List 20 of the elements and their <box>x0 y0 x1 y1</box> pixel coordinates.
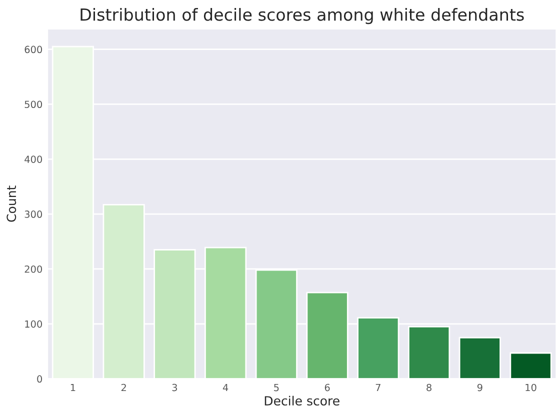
y-tick-label: 500 <box>24 100 42 108</box>
chart-title: Distribution of decile scores among white defendants <box>80 8 524 24</box>
y-axis-title: Count <box>6 186 16 222</box>
y-tick-label: 300 <box>24 210 42 218</box>
x-tick-label: 1 <box>70 384 76 392</box>
x-tick-label: 2 <box>121 384 126 392</box>
x-tick-label: 7 <box>376 384 380 392</box>
y-tick-label: 200 <box>24 265 42 273</box>
y-tick-label: 0 <box>37 375 42 383</box>
x-axis-title: Decile score <box>264 396 340 406</box>
x-tick-label: 4 <box>222 384 228 392</box>
y-tick-label: 600 <box>24 46 42 54</box>
y-tick-label: 400 <box>24 156 42 163</box>
y-tick-label: 100 <box>25 320 42 328</box>
x-tick-label: 8 <box>426 384 432 392</box>
x-tick-label: 6 <box>324 384 330 392</box>
x-tick-label: 3 <box>172 384 177 392</box>
x-tick-label: 5 <box>274 384 279 392</box>
x-tick-label: 10 <box>526 384 536 392</box>
x-tick-label: 9 <box>477 384 482 392</box>
